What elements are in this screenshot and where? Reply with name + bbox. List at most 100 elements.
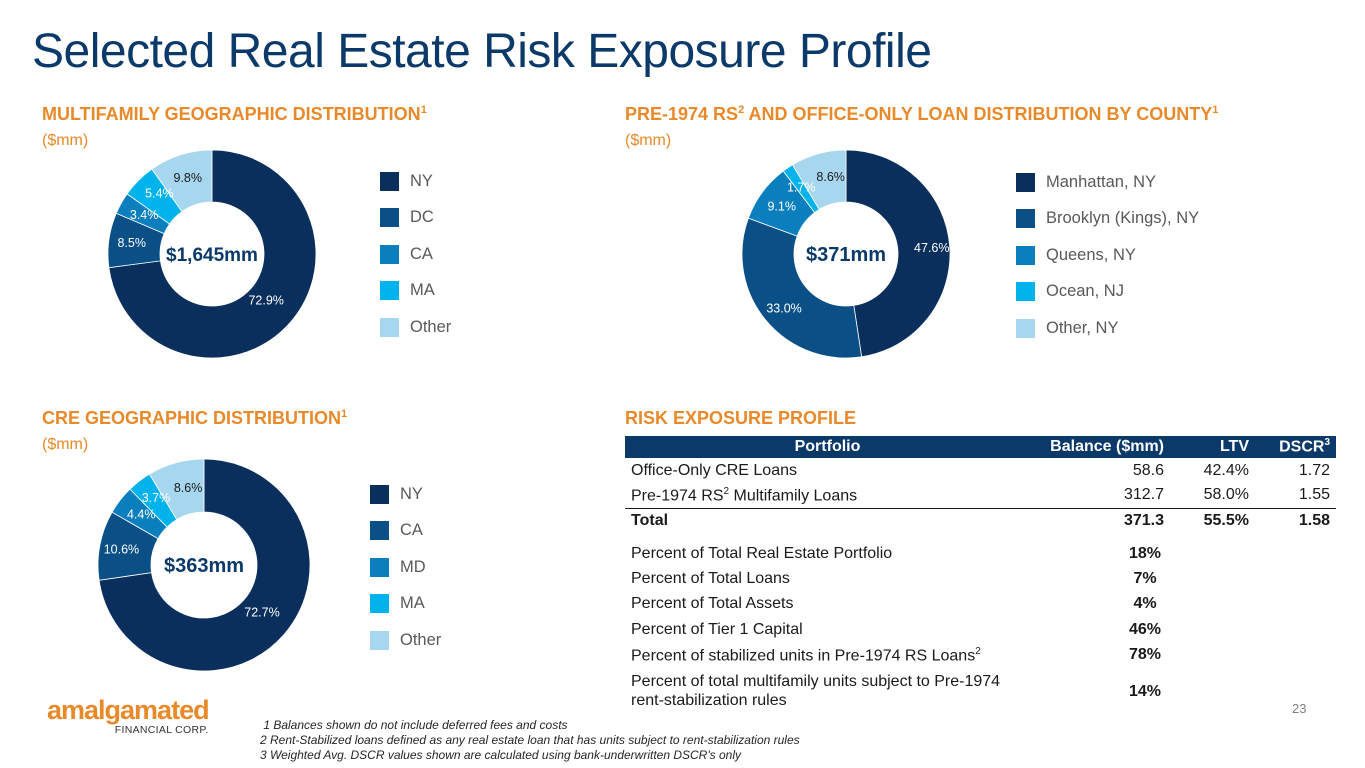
pre1974-donut-chart: 47.6% 33.0% 9.1% 1.7%8.6% $371mm: [741, 149, 951, 359]
legend-label: DC: [410, 208, 434, 227]
legend-label: Other: [410, 317, 452, 336]
legend-item-other: Other: [370, 622, 441, 659]
footnote-marker: 2: [975, 645, 981, 657]
legend-label: CA: [400, 521, 423, 540]
footnote-marker: 2: [738, 104, 745, 116]
multifamily-legend: NY DC CA MA Other: [380, 163, 451, 346]
dscr-value: 1.55: [1298, 486, 1330, 504]
empty-cell: [1170, 668, 1255, 714]
legend-label: Ocean, NJ: [1046, 282, 1124, 301]
footnote-marker: 3: [1324, 437, 1330, 449]
legend-label: NY: [410, 171, 433, 190]
legend-label: Manhattan, NY: [1046, 172, 1157, 191]
empty-cell: [1255, 617, 1336, 643]
legend-swatch: [1016, 318, 1035, 338]
legend-item-brooklyn-kings-ny: Brooklyn (Kings), NY: [1016, 201, 1199, 238]
slice-label-ca: 10.6%: [104, 543, 139, 557]
portfolio-name: Office-Only CRE Loans: [631, 461, 797, 479]
legend-swatch: [380, 281, 399, 301]
percent-label: Percent of Total Loans: [631, 569, 790, 587]
donut-center-total: $363mm: [164, 555, 244, 577]
legend-item-dc: DC: [380, 200, 451, 237]
legend-label: MA: [410, 281, 435, 300]
legend-item-other: Other: [380, 309, 451, 346]
total-balance: 371.3: [1030, 507, 1170, 533]
slice-label-ny: 72.9%: [248, 294, 283, 308]
legend-swatch: [370, 594, 389, 614]
legend-item-ca: CA: [370, 513, 441, 550]
legend-swatch: [380, 317, 399, 337]
slice-ny: [108, 149, 317, 359]
slice-label-dc: 8.5%: [117, 236, 146, 250]
legend-swatch: [1016, 172, 1035, 192]
slice-label-ma: 5.4%: [145, 186, 174, 200]
percent-row: Percent of Total Loans 7%: [625, 566, 1336, 592]
percent-value: 4%: [1133, 595, 1157, 613]
empty-cell: [1170, 592, 1255, 618]
company-logo: amalgamated FINANCIAL CORP.: [47, 697, 210, 737]
slice-other: [151, 149, 213, 213]
legend-label: MA: [400, 594, 425, 613]
percent-value: 7%: [1133, 569, 1157, 587]
slice-manhattan-ny: [845, 149, 951, 358]
table-header-row: Portfolio Balance ($mm) LTV DSCR3: [625, 436, 1336, 458]
cre-legend: NY CA MD MA Other: [370, 476, 441, 659]
total-dscr: 1.58: [1255, 507, 1336, 533]
legend-swatch: [370, 630, 389, 650]
slice-brooklyn-kings-ny: [741, 217, 863, 359]
legend-item-ca: CA: [380, 236, 451, 273]
multifamily-section-title: MULTIFAMILY GEOGRAPHIC DISTRIBUTION1: [42, 104, 427, 125]
portfolio-name: Pre-1974 RS2 Multifamily Loans: [625, 483, 1030, 508]
ltv-value: 58.0%: [1203, 486, 1249, 504]
footnote-marker: 1: [341, 408, 348, 420]
percent-row: Percent of total multifamily units subje…: [625, 668, 1336, 714]
footnote-1: 1 Balances shown do not include deferred…: [260, 718, 568, 732]
legend-item-md: MD: [370, 549, 441, 586]
percent-row: Percent of Total Real Estate Portfolio 1…: [625, 533, 1336, 566]
legend-swatch: [370, 484, 389, 504]
legend-item-ocean-nj: Ocean, NJ: [1016, 274, 1199, 311]
percent-label: Percent of stabilized units in Pre-1974 …: [625, 643, 1030, 669]
slice-label-manhattan-ny: 47.6%: [914, 241, 949, 255]
slice-label-ma: 3.7%: [142, 491, 171, 505]
dscr-label: DSCR: [1279, 438, 1325, 456]
legend-item-queens-ny: Queens, NY: [1016, 237, 1199, 274]
pre1974-title-text-b: AND OFFICE-ONLY LOAN DISTRIBUTION BY COU…: [744, 104, 1213, 124]
legend-label: MD: [400, 557, 426, 576]
multifamily-title-text: MULTIFAMILY GEOGRAPHIC DISTRIBUTION: [42, 104, 421, 124]
empty-cell: [1255, 643, 1336, 669]
legend-item-ma: MA: [380, 273, 451, 310]
table-row: Pre-1974 RS2 Multifamily Loans 312.7 58.…: [625, 483, 1336, 508]
legend-label: Other, NY: [1046, 318, 1119, 337]
footnotes: 1 Balances shown do not include deferred…: [260, 718, 800, 763]
slice-label-other-ny: 8.6%: [816, 170, 845, 184]
slice-label-other: 9.8%: [174, 171, 203, 185]
column-header-portfolio: Portfolio: [625, 436, 1030, 458]
legend-label: Other: [400, 630, 442, 649]
footnote-marker: 1: [420, 104, 427, 116]
percent-label: Percent of Total Real Estate Portfolio: [631, 544, 893, 562]
percent-label: Percent of Tier 1 Capital: [631, 620, 803, 638]
legend-item-manhattan-ny: Manhattan, NY: [1016, 164, 1199, 201]
donut-center-total: $371mm: [806, 244, 886, 266]
slice-label-queens-ny: 9.1%: [767, 199, 796, 213]
cre-section-title: CRE GEOGRAPHIC DISTRIBUTION1: [42, 408, 347, 429]
legend-swatch: [1016, 209, 1035, 229]
balance-value: 312.7: [1123, 486, 1164, 504]
legend-item-ma: MA: [370, 586, 441, 623]
legend-label: CA: [410, 244, 433, 263]
legend-item-other-ny: Other, NY: [1016, 310, 1199, 347]
percent-label-text: Percent of stabilized units in Pre-1974 …: [631, 646, 976, 664]
legend-swatch: [380, 171, 399, 191]
slice-other: [148, 458, 205, 521]
portfolio-name-a: Pre-1974 RS: [631, 486, 724, 504]
empty-cell: [1170, 617, 1255, 643]
legend-label: Brooklyn (Kings), NY: [1046, 209, 1200, 228]
slice-label-ny: 72.7%: [244, 606, 279, 620]
multifamily-unit-label: ($mm): [42, 132, 89, 149]
percent-value: 78%: [1128, 646, 1162, 664]
percent-row: Percent of Total Assets 4%: [625, 592, 1336, 618]
slice-ny: [98, 458, 311, 672]
legend-item-ny: NY: [370, 476, 441, 513]
legend-swatch: [380, 244, 399, 264]
